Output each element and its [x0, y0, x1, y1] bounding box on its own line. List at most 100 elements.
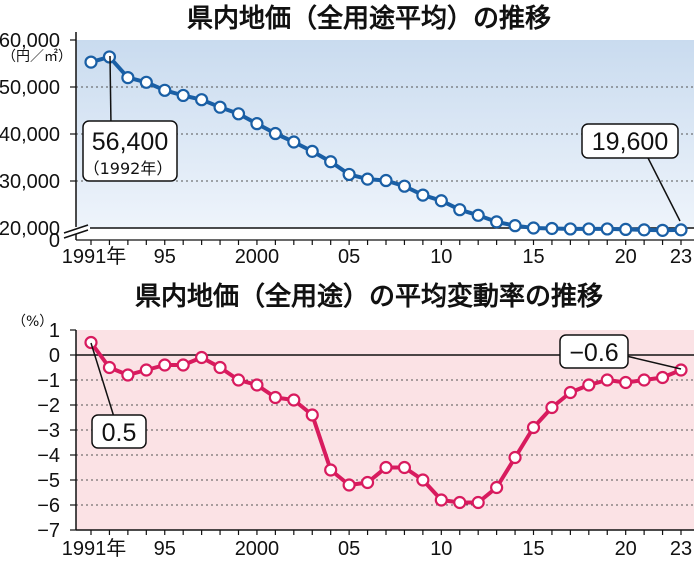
change-rate-y-ticks: 1 0 −1 −2 −3 −4 −5 −6 −7 [37, 320, 76, 542]
x-tick-label: 1991年 [62, 537, 127, 560]
change-rate-point-2000 [250, 378, 264, 392]
change-rate-point-2023 [674, 363, 688, 377]
price-point-2010 [434, 194, 448, 208]
price-point-2012 [471, 208, 485, 222]
y-tick-label-zero: 0 [49, 230, 60, 252]
price-callout-1992: 56,400 （1992年） [82, 55, 178, 182]
change-rate-point-2013 [490, 480, 504, 495]
change-rate-point-2001 [268, 390, 282, 405]
change-rate-point-2018 [582, 378, 596, 392]
change-rate-point-2002 [287, 393, 301, 407]
price-point-1997 [195, 93, 209, 107]
price-point-2005 [342, 167, 356, 182]
change-rate-chart-title: 県内地価（全用途）の平均変動率の推移 [135, 281, 603, 312]
y-tick-label: −1 [37, 370, 60, 392]
price-point-2020 [619, 222, 633, 237]
x-tick-label: 95 [154, 246, 176, 268]
price-point-2018 [582, 222, 596, 236]
change-rate-point-1999 [231, 373, 246, 387]
change-rate-callout-2023-value: −0.6 [569, 339, 618, 367]
change-rate-point-2009 [416, 473, 430, 487]
price-point-2003 [305, 144, 319, 158]
change-rate-point-1992 [102, 360, 117, 375]
y-tick-label: −7 [37, 520, 60, 542]
price-point-2004 [324, 155, 338, 169]
change-rate-point-2008 [397, 460, 412, 475]
price-chart-title: 県内地価（全用途平均）の推移 [187, 3, 551, 34]
price-point-1996 [176, 88, 190, 103]
y-tick-label: 0 [49, 345, 60, 367]
y-tick-label: 60,000 [0, 30, 60, 52]
x-tick-label: 2000 [235, 538, 280, 560]
y-tick-label: −2 [37, 395, 60, 417]
y-tick-label: −3 [37, 420, 60, 442]
change-rate-point-1993 [121, 368, 135, 382]
change-rate-point-2022 [655, 370, 670, 385]
price-point-2011 [453, 203, 467, 217]
change-rate-point-2016 [545, 400, 559, 415]
x-tick-label: 05 [338, 246, 360, 268]
price-point-1999 [231, 107, 246, 121]
price-point-2008 [397, 179, 412, 193]
price-callout-1992-year: （1992年） [84, 159, 173, 178]
price-chart-x-ticks: 1991年 95 2000 05 10 15 20 23 [62, 240, 692, 268]
change-rate-unit-label: （%） [12, 314, 53, 330]
price-point-1991 [84, 55, 98, 69]
price-point-1994 [139, 75, 153, 89]
y-tick-label: −6 [37, 495, 60, 517]
y-tick-label: −4 [37, 445, 60, 467]
change-rate-callout-1991: 0.5 [90, 342, 147, 449]
change-rate-point-1998 [213, 360, 227, 375]
x-tick-label: 10 [430, 538, 452, 560]
change-rate-point-2012 [471, 495, 485, 510]
change-rate-point-2010 [434, 493, 448, 507]
price-point-1995 [158, 83, 172, 97]
change-rate-point-1996 [176, 358, 190, 372]
price-point-2009 [416, 188, 430, 202]
price-point-1993 [121, 70, 135, 85]
price-point-2019 [600, 222, 614, 236]
price-point-2016 [545, 221, 559, 236]
change-rate-point-2005 [342, 478, 356, 492]
price-point-2021 [637, 223, 651, 237]
x-tick-label: 10 [430, 246, 452, 268]
price-point-2022 [655, 223, 670, 237]
x-tick-label: 23 [670, 538, 692, 560]
price-chart-axis-break [63, 224, 90, 239]
change-rate-series-points [84, 335, 688, 510]
change-rate-point-1991 [84, 335, 98, 350]
price-chart-unit-label: （円／㎡） [2, 49, 72, 65]
change-rate-point-2007 [379, 460, 393, 475]
change-rate-point-1997 [195, 350, 209, 365]
price-point-2007 [379, 173, 393, 188]
change-rate-point-2020 [619, 375, 633, 390]
change-rate-point-2011 [453, 495, 467, 510]
x-tick-label: 15 [522, 246, 544, 268]
change-rate-point-2019 [600, 373, 614, 387]
price-point-2014 [508, 219, 522, 233]
y-tick-label: 50,000 [0, 77, 60, 99]
x-tick-label: 15 [522, 538, 544, 560]
price-point-2006 [360, 172, 375, 186]
change-rate-x-ticks: 1991年 95 2000 05 10 15 20 23 [62, 530, 692, 560]
price-point-2013 [490, 215, 504, 229]
change-rate-point-2014 [508, 450, 522, 465]
y-tick-label: 20,000 [0, 218, 60, 240]
x-tick-label: 20 [615, 538, 637, 560]
change-rate-callout-1991-value: 0.5 [102, 419, 137, 447]
change-rate-point-2021 [637, 373, 651, 387]
change-rate-callout-2023: −0.6 [559, 334, 682, 370]
y-tick-label: 30,000 [0, 171, 60, 193]
price-callout-2023-value: 19,600 [592, 128, 668, 156]
price-point-2000 [250, 117, 264, 131]
y-tick-label: 1 [49, 320, 60, 342]
x-tick-label: 20 [615, 246, 637, 268]
price-point-2001 [268, 126, 282, 141]
change-rate-point-2017 [563, 385, 577, 400]
x-tick-label: 2000 [235, 246, 280, 268]
price-callout-1992-value: 56,400 [92, 128, 168, 156]
